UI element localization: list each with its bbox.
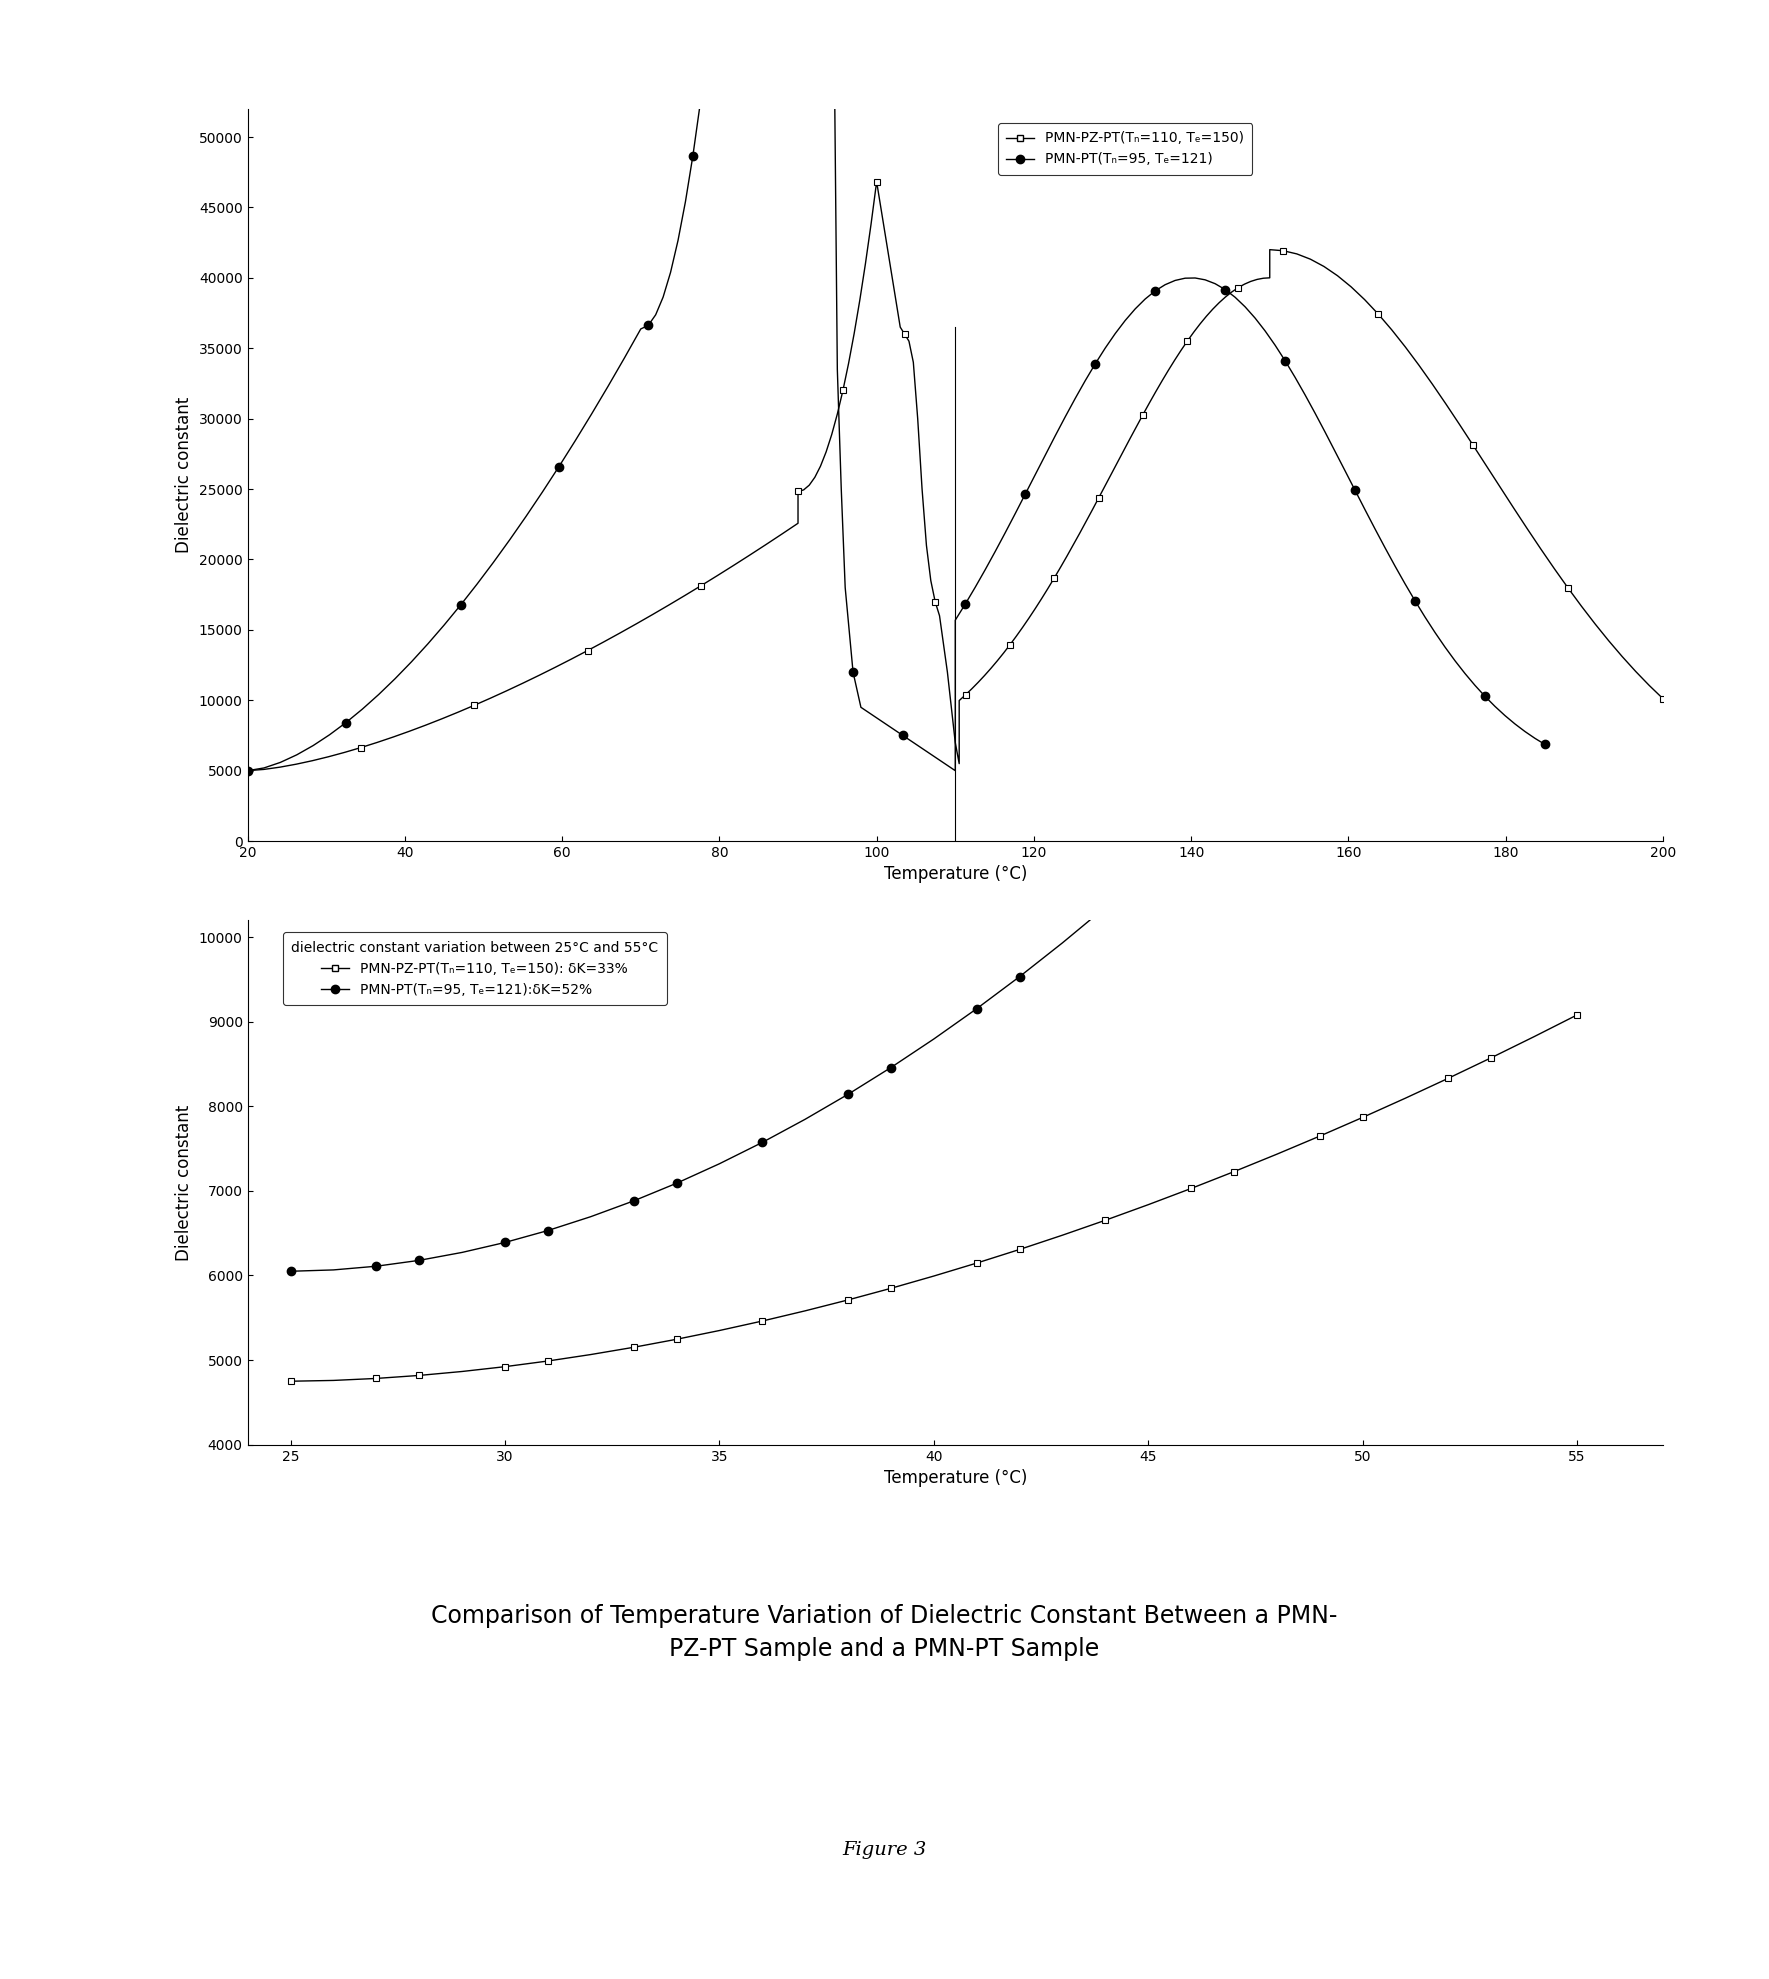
Y-axis label: Dielectric constant: Dielectric constant [175,398,193,552]
X-axis label: Temperature (°C): Temperature (°C) [883,865,1028,883]
X-axis label: Temperature (°C): Temperature (°C) [883,1468,1028,1486]
Legend: PMN-PZ-PT(Tₙ=110, Tₑ=150): δK=33%, PMN-PT(Tₙ=95, Tₑ=121):δK=52%: PMN-PZ-PT(Tₙ=110, Tₑ=150): δK=33%, PMN-P… [283,932,667,1005]
Text: Comparison of Temperature Variation of Dielectric Constant Between a PMN-
PZ-PT : Comparison of Temperature Variation of D… [432,1603,1337,1662]
Y-axis label: Dielectric constant: Dielectric constant [175,1104,193,1261]
Text: Figure 3: Figure 3 [842,1840,927,1860]
Legend: PMN-PZ-PT(Tₙ=110, Tₑ=150), PMN-PT(Tₙ=95, Tₑ=121): PMN-PZ-PT(Tₙ=110, Tₑ=150), PMN-PT(Tₙ=95,… [998,123,1252,174]
